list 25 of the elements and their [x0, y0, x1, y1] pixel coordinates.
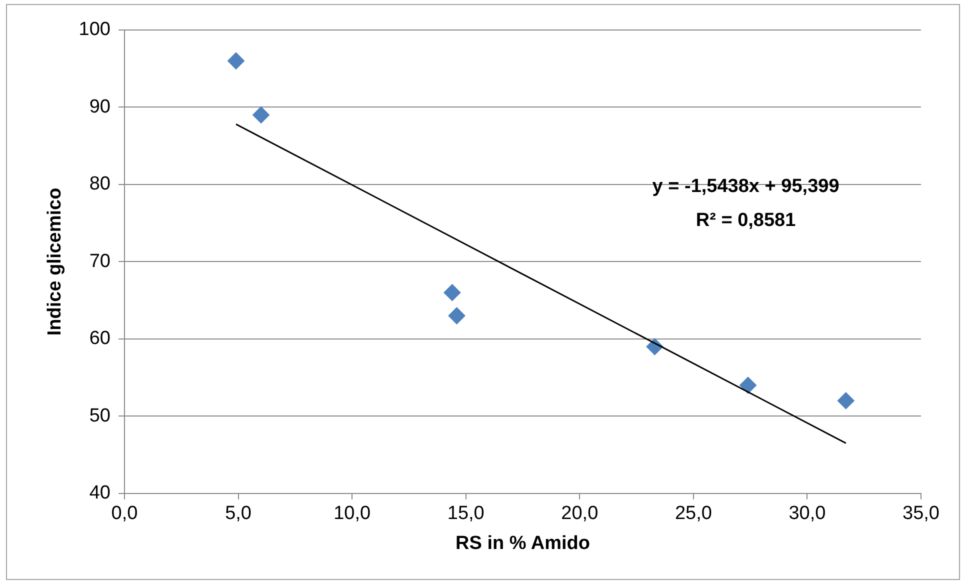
point	[228, 52, 245, 70]
x-tick-label: 25,0	[674, 503, 712, 524]
y-tick-label: 80	[89, 174, 110, 195]
y-tick-label: 50	[89, 405, 110, 426]
x-tick-label: 20,0	[561, 503, 598, 524]
y-axis-title: Indice glicemico	[44, 188, 66, 336]
x-tick-label: 35,0	[902, 503, 940, 524]
annotation: y = -1,5438x + 95,399	[652, 176, 840, 198]
point	[740, 376, 757, 394]
y-tick-label: 90	[89, 96, 110, 118]
y-tick-label: 70	[89, 250, 110, 272]
y-tick-label: 40	[89, 482, 110, 504]
point	[837, 392, 854, 410]
x-tick-label: 10,0	[334, 503, 371, 524]
point	[448, 307, 466, 324]
annotation: R² = 0,8581	[696, 210, 796, 232]
x-tick-label: 30,0	[788, 503, 826, 524]
point	[252, 106, 270, 124]
point	[444, 284, 461, 302]
y-tick-label: 100	[78, 19, 110, 40]
x-tick-label: 0,0	[111, 503, 138, 524]
x-tick-label: 15,0	[447, 503, 484, 524]
x-axis-title: RS in % Amido	[456, 532, 590, 554]
x-tick-label: 5,0	[225, 503, 252, 524]
y-tick-label: 60	[89, 328, 110, 350]
